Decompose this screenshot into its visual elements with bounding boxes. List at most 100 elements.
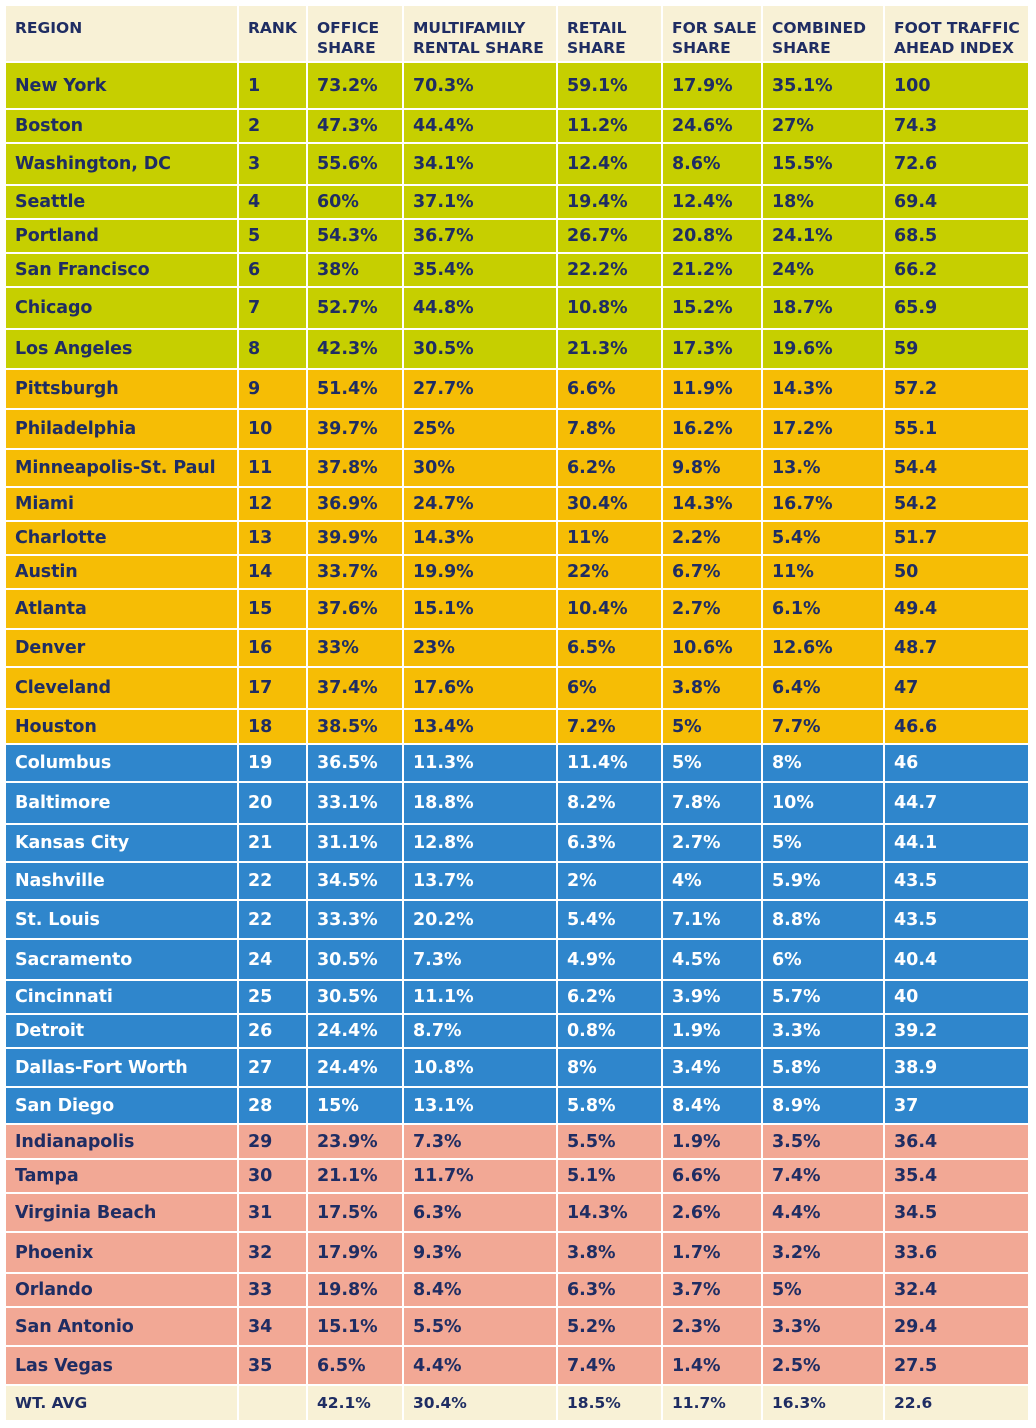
cell-retail-share: 6% <box>558 668 661 708</box>
cell-office-share: 36.5% <box>308 745 402 781</box>
cell-foot-traffic-ahead-index: 100 <box>885 63 1028 108</box>
cell-office-share: 30.5% <box>308 981 402 1013</box>
cell-multifamily-rental-share: 12.8% <box>404 825 556 861</box>
cell-multifamily-rental-share: 11.3% <box>404 745 556 781</box>
cell-for-sale-share: 7.8% <box>663 783 761 823</box>
cell-foot-traffic-ahead-index: 54.2 <box>885 488 1028 520</box>
cell-retail-share: 3.8% <box>558 1233 661 1272</box>
cell-office-share: 47.3% <box>308 110 402 142</box>
cell-region: Indianapolis <box>6 1125 237 1158</box>
cell-for-sale-share: 2.7% <box>663 825 761 861</box>
cell-retail-share: 5.5% <box>558 1125 661 1158</box>
cell-rank: 18 <box>239 710 306 743</box>
cell-multifamily-rental-share: 17.6% <box>404 668 556 708</box>
cell-retail-share: 12.4% <box>558 144 661 184</box>
cell-office-share: 38% <box>308 254 402 286</box>
cell-multifamily-rental-share: 13.7% <box>404 863 556 899</box>
cell-foot-traffic-ahead-index: 35.4 <box>885 1160 1028 1192</box>
cell-multifamily-rental-share: 34.1% <box>404 144 556 184</box>
cell-multifamily-rental-share: 8.7% <box>404 1015 556 1047</box>
cell-retail-share: 6.3% <box>558 1274 661 1306</box>
cell-rank: 14 <box>239 556 306 588</box>
cell-office-share: 17.9% <box>308 1233 402 1272</box>
cell-rank: 3 <box>239 144 306 184</box>
cell-foot-traffic-ahead-index: 46 <box>885 745 1028 781</box>
cell-multifamily-rental-share: 14.3% <box>404 522 556 554</box>
cell-for-sale-share: 5% <box>663 710 761 743</box>
cell-office-share: 73.2% <box>308 63 402 108</box>
cell-rank: 34 <box>239 1308 306 1345</box>
cell-combined-share: 14.3% <box>763 370 883 408</box>
cell-foot-traffic-ahead-index: 34.5 <box>885 1194 1028 1231</box>
cell-region: New York <box>6 63 237 108</box>
cell-foot-traffic-ahead-index: 36.4 <box>885 1125 1028 1158</box>
cell-rank: 4 <box>239 186 306 218</box>
cell-retail-share: 26.7% <box>558 220 661 252</box>
cell-multifamily-rental-share: 11.7% <box>404 1160 556 1192</box>
footer-rank <box>239 1386 306 1420</box>
cell-multifamily-rental-share: 11.1% <box>404 981 556 1013</box>
cell-combined-share: 5% <box>763 825 883 861</box>
cell-combined-share: 3.5% <box>763 1125 883 1158</box>
cell-foot-traffic-ahead-index: 37 <box>885 1088 1028 1123</box>
cell-multifamily-rental-share: 27.7% <box>404 370 556 408</box>
cell-combined-share: 5.8% <box>763 1049 883 1086</box>
cell-region: Minneapolis-St. Paul <box>6 450 237 486</box>
cell-retail-share: 5.8% <box>558 1088 661 1123</box>
cell-office-share: 60% <box>308 186 402 218</box>
cell-foot-traffic-ahead-index: 44.1 <box>885 825 1028 861</box>
cell-region: Detroit <box>6 1015 237 1047</box>
cell-foot-traffic-ahead-index: 54.4 <box>885 450 1028 486</box>
cell-region: Kansas City <box>6 825 237 861</box>
cell-region: Los Angeles <box>6 330 237 368</box>
cell-region: Pittsburgh <box>6 370 237 408</box>
cell-for-sale-share: 4% <box>663 863 761 899</box>
cell-rank: 32 <box>239 1233 306 1272</box>
cell-combined-share: 6% <box>763 940 883 979</box>
cell-retail-share: 0.8% <box>558 1015 661 1047</box>
cell-multifamily-rental-share: 7.3% <box>404 940 556 979</box>
cell-multifamily-rental-share: 25% <box>404 410 556 448</box>
cell-office-share: 51.4% <box>308 370 402 408</box>
cell-office-share: 33.3% <box>308 901 402 938</box>
cell-retail-share: 22.2% <box>558 254 661 286</box>
cell-foot-traffic-ahead-index: 39.2 <box>885 1015 1028 1047</box>
cell-rank: 26 <box>239 1015 306 1047</box>
cell-rank: 20 <box>239 783 306 823</box>
cell-for-sale-share: 21.2% <box>663 254 761 286</box>
cell-foot-traffic-ahead-index: 43.5 <box>885 901 1028 938</box>
cell-retail-share: 22% <box>558 556 661 588</box>
cell-multifamily-rental-share: 13.4% <box>404 710 556 743</box>
cell-region: Charlotte <box>6 522 237 554</box>
cell-retail-share: 5.4% <box>558 901 661 938</box>
cell-combined-share: 7.4% <box>763 1160 883 1192</box>
cell-foot-traffic-ahead-index: 55.1 <box>885 410 1028 448</box>
cell-foot-traffic-ahead-index: 59 <box>885 330 1028 368</box>
cell-combined-share: 16.7% <box>763 488 883 520</box>
cell-for-sale-share: 1.7% <box>663 1233 761 1272</box>
cell-multifamily-rental-share: 18.8% <box>404 783 556 823</box>
cell-foot-traffic-ahead-index: 40.4 <box>885 940 1028 979</box>
cell-for-sale-share: 12.4% <box>663 186 761 218</box>
cell-office-share: 55.6% <box>308 144 402 184</box>
cell-multifamily-rental-share: 36.7% <box>404 220 556 252</box>
cell-rank: 35 <box>239 1347 306 1384</box>
cell-multifamily-rental-share: 4.4% <box>404 1347 556 1384</box>
cell-multifamily-rental-share: 19.9% <box>404 556 556 588</box>
cell-rank: 25 <box>239 981 306 1013</box>
cell-office-share: 42.3% <box>308 330 402 368</box>
cell-for-sale-share: 17.9% <box>663 63 761 108</box>
cell-region: Washington, DC <box>6 144 237 184</box>
cell-foot-traffic-ahead-index: 38.9 <box>885 1049 1028 1086</box>
header-office-share: OFFICE SHARE <box>308 6 402 61</box>
cell-office-share: 37.8% <box>308 450 402 486</box>
cell-office-share: 39.9% <box>308 522 402 554</box>
cell-rank: 5 <box>239 220 306 252</box>
cell-for-sale-share: 1.4% <box>663 1347 761 1384</box>
cell-foot-traffic-ahead-index: 44.7 <box>885 783 1028 823</box>
cell-combined-share: 8% <box>763 745 883 781</box>
cell-multifamily-rental-share: 9.3% <box>404 1233 556 1272</box>
cell-rank: 29 <box>239 1125 306 1158</box>
cell-office-share: 37.6% <box>308 590 402 628</box>
cell-for-sale-share: 9.8% <box>663 450 761 486</box>
